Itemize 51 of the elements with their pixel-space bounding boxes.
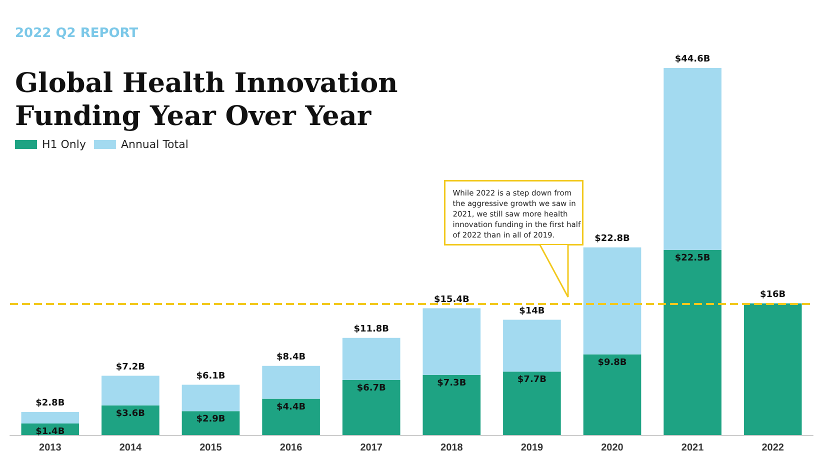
x-tick-label: 2014 xyxy=(119,442,142,454)
bar xyxy=(583,247,642,354)
data-label: $7.7B xyxy=(517,375,547,386)
bar xyxy=(422,308,481,375)
bar xyxy=(503,372,561,435)
total-label: $7.2B xyxy=(116,362,146,372)
total-label: $6.1B xyxy=(196,371,226,382)
bar xyxy=(664,68,722,250)
bar xyxy=(342,338,400,380)
bar xyxy=(422,374,481,435)
total-label: $16B xyxy=(760,290,786,300)
total-label: $11.8B xyxy=(354,324,390,334)
bar xyxy=(102,376,160,406)
bar xyxy=(102,405,160,435)
x-tick-label: 2018 xyxy=(440,442,464,454)
bar xyxy=(342,380,400,435)
data-label: $7.3B xyxy=(437,378,466,388)
data-label: $9.8B xyxy=(598,358,627,368)
bar xyxy=(744,303,802,435)
bar xyxy=(503,320,561,372)
x-tick-label: 2019 xyxy=(520,442,544,454)
data-label: $1.4B xyxy=(36,426,65,437)
x-tick-label: 2022 xyxy=(762,442,784,454)
data-label: $22.5B xyxy=(674,253,710,264)
chart-subtitle: 2022 Q2 REPORT xyxy=(15,26,138,41)
total-label: $15.4B xyxy=(434,294,470,305)
x-tick-label: 2016 xyxy=(280,442,303,454)
bar xyxy=(664,250,722,435)
total-label: $44.6B xyxy=(674,54,710,64)
data-label: $3.6B xyxy=(116,408,146,419)
x-tick-label: 2020 xyxy=(601,442,624,454)
legend-label: Annual Total xyxy=(120,138,188,151)
bar xyxy=(262,398,320,435)
bar xyxy=(182,384,240,412)
x-tick-label: 2013 xyxy=(39,442,62,454)
bar xyxy=(262,366,320,399)
bar xyxy=(583,354,642,435)
total-label: $22.8B xyxy=(594,234,630,244)
data-label: $2.9B xyxy=(196,414,226,425)
data-label: $6.7B xyxy=(356,383,386,394)
legend-label: H1 Only xyxy=(42,138,86,151)
bar xyxy=(21,412,80,424)
x-tick-label: 2021 xyxy=(681,442,704,454)
total-label: $14B xyxy=(519,306,545,316)
x-tick-label: 2015 xyxy=(200,442,222,454)
total-label: $2.8B xyxy=(36,398,65,408)
total-label: $8.4B xyxy=(276,352,306,362)
x-tick-label: 2017 xyxy=(360,442,383,454)
data-label: $4.4B xyxy=(276,402,306,412)
bar xyxy=(182,411,240,435)
text: Global Health Innovation Funding Year Over Year xyxy=(15,68,398,132)
